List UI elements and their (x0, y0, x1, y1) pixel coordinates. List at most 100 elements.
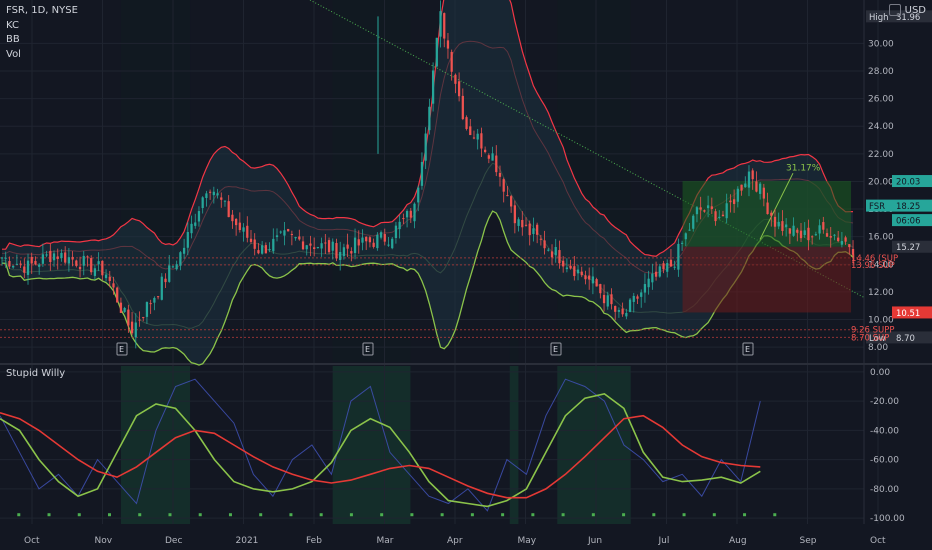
target-arrow (759, 172, 794, 240)
candle-body (710, 206, 713, 210)
price-tick-label: 8.00 (868, 343, 888, 353)
candle (573, 255, 576, 281)
currency-selector[interactable]: USD (888, 4, 926, 16)
osc-signal-dot (138, 513, 142, 517)
osc-zone-2 (509, 366, 519, 524)
candle-body (223, 200, 227, 202)
indicator-vol[interactable]: Vol (6, 48, 21, 60)
candle-body (543, 240, 546, 249)
candle (216, 188, 219, 199)
candle-body (703, 210, 706, 212)
candle-body (699, 207, 702, 210)
candle-body (138, 319, 141, 321)
candle (168, 255, 171, 283)
candle (692, 214, 695, 232)
candle-body (64, 252, 67, 263)
candle-body (588, 275, 591, 280)
candle-body (829, 236, 832, 238)
candle-body (480, 133, 483, 149)
earnings-box (742, 342, 754, 356)
price-tag-bg (866, 10, 932, 23)
candle-body (651, 273, 654, 283)
candle-body (208, 191, 212, 193)
candle-body (420, 162, 424, 186)
osc-signal-dot (17, 513, 21, 517)
candle-body (595, 279, 598, 287)
candle-body (316, 247, 320, 249)
candle (599, 283, 602, 299)
candle-body (625, 312, 628, 317)
candle (142, 316, 145, 322)
candle-body (822, 222, 825, 230)
candle (491, 146, 494, 161)
candle (558, 240, 561, 269)
candle (101, 260, 104, 281)
candle-body (305, 245, 308, 250)
osc-signal-dot (349, 513, 353, 517)
candle-body (220, 197, 223, 200)
candle-body (569, 265, 572, 269)
candle (93, 264, 97, 280)
candle (409, 208, 412, 223)
osc-signal-dot (380, 513, 384, 517)
candle (417, 185, 420, 212)
candle-body (45, 254, 48, 256)
candle (762, 183, 765, 207)
candle (781, 210, 784, 236)
earnings-label: E (553, 345, 558, 354)
symbol-line[interactable]: FSR, 1D, NYSE (6, 5, 78, 16)
candle-body (654, 271, 658, 277)
candle-body (197, 211, 201, 222)
currency-toggle-icon[interactable] (888, 4, 901, 16)
candle (309, 235, 312, 257)
candle-body (194, 222, 197, 226)
candle (483, 146, 487, 154)
candle-body (361, 237, 364, 243)
candle (840, 231, 844, 248)
indicator-bb[interactable]: BB (6, 34, 20, 45)
osc-signal-dot (773, 513, 777, 517)
sub-pane-title[interactable]: Stupid Willy (6, 368, 66, 379)
candle-body (495, 155, 498, 173)
candle-body (818, 225, 821, 234)
candle (565, 258, 569, 273)
candle (134, 313, 137, 349)
candle-body (275, 235, 279, 238)
candle-body (435, 37, 438, 67)
candle (149, 299, 152, 314)
time-tick-label: Feb (306, 536, 322, 546)
candle (405, 209, 409, 228)
candle-body (747, 171, 751, 188)
candle (476, 128, 479, 150)
time-tick-label: Jun (587, 536, 602, 546)
candle (773, 208, 777, 237)
candle (680, 240, 684, 251)
indicator-kc[interactable]: KC (6, 19, 19, 31)
time-tick-label: Aug (729, 536, 747, 546)
candle (383, 228, 386, 246)
candle-body (101, 260, 104, 276)
candle-body (796, 229, 799, 233)
candle-body (298, 236, 301, 240)
candle (67, 248, 71, 272)
candle (446, 33, 450, 59)
osc-signal-dot (198, 513, 202, 517)
candle (231, 209, 234, 229)
candle (532, 217, 535, 242)
candle-body (491, 153, 494, 161)
candle-body (450, 51, 453, 72)
time-tick-label: Sep (800, 536, 817, 546)
candle (688, 223, 691, 231)
candle-body (309, 243, 312, 246)
osc-signal-dot (259, 513, 263, 517)
candle (606, 291, 609, 310)
candle-body (469, 126, 472, 136)
candle (82, 250, 85, 276)
candle (175, 260, 178, 271)
time-tick-label: Oct (870, 536, 886, 546)
candle (350, 247, 353, 262)
candle (662, 260, 665, 274)
candle-body (602, 294, 606, 304)
osc-slow-line (0, 412, 761, 499)
